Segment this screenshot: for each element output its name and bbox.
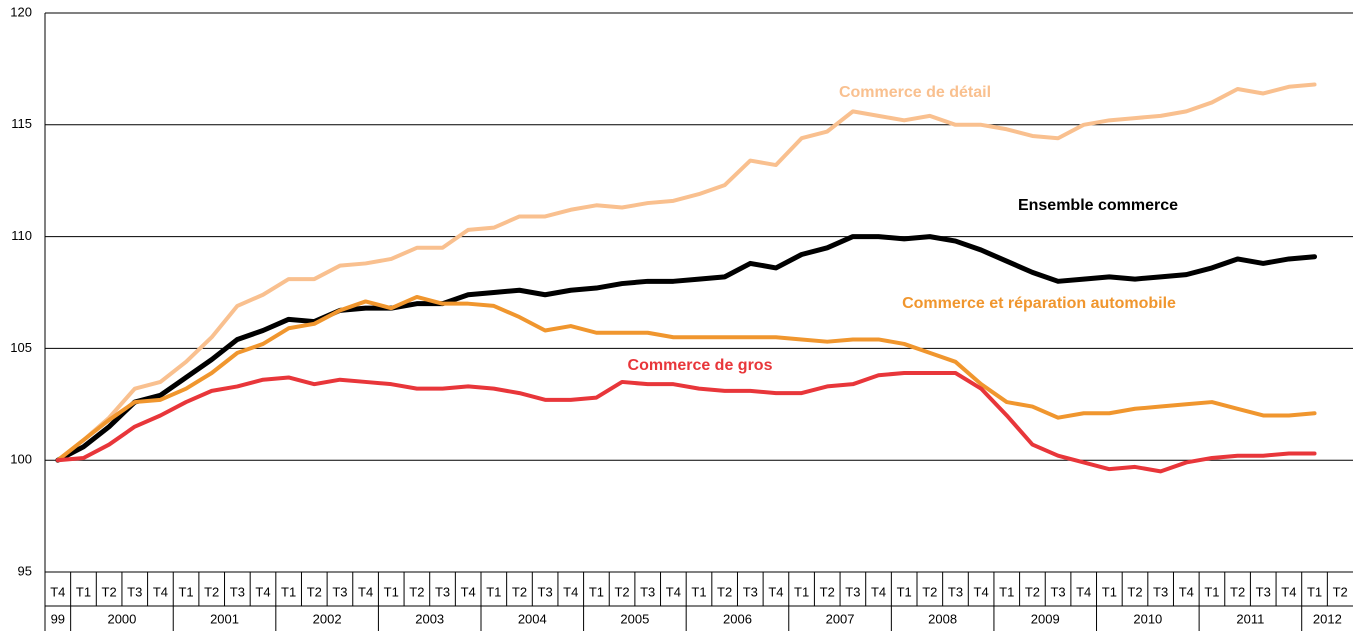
year-label: 2005 xyxy=(620,611,649,626)
x-tick-label: T4 xyxy=(1281,584,1296,599)
x-tick-label: T1 xyxy=(794,584,809,599)
series-label: Commerce de détail xyxy=(839,84,991,101)
x-tick-label: T2 xyxy=(512,584,527,599)
y-tick-label: 105 xyxy=(10,340,32,355)
year-label: 2010 xyxy=(1133,611,1162,626)
x-tick-label: T1 xyxy=(486,584,501,599)
y-tick-label: 120 xyxy=(10,4,32,19)
x-tick-label: T1 xyxy=(1307,584,1322,599)
x-tick-label: T4 xyxy=(871,584,886,599)
x-tick-label: T2 xyxy=(717,584,732,599)
x-tick-label: T4 xyxy=(153,584,168,599)
series-line xyxy=(55,234,1318,463)
x-tick-label: T4 xyxy=(1076,584,1091,599)
x-tick-label: T4 xyxy=(974,584,989,599)
year-label: 2009 xyxy=(1031,611,1060,626)
year-label: 2004 xyxy=(518,611,547,626)
year-label: 2003 xyxy=(415,611,444,626)
y-tick-label: 110 xyxy=(11,228,32,243)
x-tick-label: T2 xyxy=(409,584,424,599)
x-tick-label: T3 xyxy=(845,584,860,599)
x-tick-label: T3 xyxy=(640,584,655,599)
x-tick-label: T1 xyxy=(691,584,706,599)
x-tick-label: T1 xyxy=(897,584,912,599)
x-tick-label: T3 xyxy=(230,584,245,599)
x-tick-label: T2 xyxy=(307,584,322,599)
x-tick-label: T1 xyxy=(1102,584,1117,599)
y-tick-label: 100 xyxy=(10,452,32,467)
x-tick-label: T4 xyxy=(1179,584,1194,599)
x-tick-label: T4 xyxy=(50,584,65,599)
year-label: 99 xyxy=(51,611,65,626)
year-label: 2001 xyxy=(210,611,239,626)
x-tick-label: T3 xyxy=(1153,584,1168,599)
x-tick-label: T3 xyxy=(1050,584,1065,599)
x-tick-label: T2 xyxy=(1333,584,1348,599)
year-label: 2000 xyxy=(107,611,136,626)
x-tick-label: T2 xyxy=(1127,584,1142,599)
x-tick-label: T3 xyxy=(948,584,963,599)
x-tick-label: T2 xyxy=(820,584,835,599)
x-tick-label: T1 xyxy=(1204,584,1219,599)
x-tick-label: T3 xyxy=(332,584,347,599)
x-tick-label: T1 xyxy=(999,584,1014,599)
year-label: 2012 xyxy=(1313,611,1342,626)
x-tick-label: T2 xyxy=(1025,584,1040,599)
x-tick-label: T2 xyxy=(614,584,629,599)
series-line xyxy=(55,370,1317,474)
year-label: 2007 xyxy=(826,611,855,626)
year-label: 2002 xyxy=(313,611,342,626)
x-tick-label: T3 xyxy=(538,584,553,599)
series-line xyxy=(55,294,1317,463)
x-tick-label: T2 xyxy=(204,584,219,599)
y-tick-label: 115 xyxy=(11,116,32,131)
x-tick-label: T2 xyxy=(922,584,937,599)
x-tick-label: T3 xyxy=(1256,584,1271,599)
x-tick-label: T3 xyxy=(127,584,142,599)
x-tick-label: T4 xyxy=(255,584,270,599)
series-label: Commerce de gros xyxy=(628,357,773,374)
x-tick-label: T4 xyxy=(666,584,681,599)
x-tick-label: T2 xyxy=(102,584,117,599)
x-tick-label: T3 xyxy=(743,584,758,599)
x-tick-label: T1 xyxy=(589,584,604,599)
year-label: 2011 xyxy=(1236,611,1264,626)
x-tick-label: T1 xyxy=(384,584,399,599)
x-tick-label: T4 xyxy=(461,584,476,599)
x-tick-label: T4 xyxy=(358,584,373,599)
year-label: 2006 xyxy=(723,611,752,626)
y-tick-label: 95 xyxy=(18,563,32,578)
x-tick-label: T1 xyxy=(178,584,193,599)
x-tick-label: T2 xyxy=(1230,584,1245,599)
x-tick-label: T4 xyxy=(563,584,578,599)
year-label: 2008 xyxy=(928,611,957,626)
x-tick-label: T1 xyxy=(281,584,296,599)
x-tick-label: T4 xyxy=(768,584,783,599)
x-tick-label: T3 xyxy=(435,584,450,599)
series-label: Ensemble commerce xyxy=(1018,197,1178,214)
series-label: Commerce et réparation automobile xyxy=(902,295,1176,312)
x-tick-label: T1 xyxy=(76,584,91,599)
series-line xyxy=(55,82,1317,463)
